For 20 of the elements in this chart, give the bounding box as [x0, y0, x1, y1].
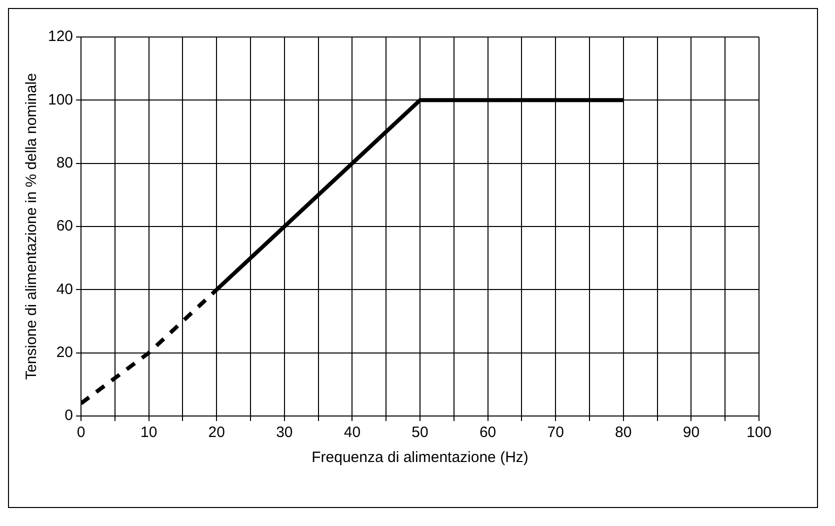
x-tick-label: 70 [547, 424, 564, 442]
x-tick-label: 80 [615, 424, 632, 442]
y-tick-label: 80 [56, 154, 74, 172]
y-tick-label: 40 [56, 280, 74, 298]
x-axis-title: Frequenza di alimentazione (Hz) [312, 449, 528, 466]
y-tick-label: 120 [48, 28, 74, 46]
y-tick-label: 20 [56, 344, 74, 361]
x-tick-label: 100 [746, 424, 772, 442]
x-tick-label: 90 [682, 424, 700, 442]
y-tick-label: 0 [64, 407, 74, 424]
x-tick-label: 50 [412, 424, 428, 442]
x-tick-label: 20 [208, 424, 225, 442]
y-tick-label: 100 [48, 91, 74, 108]
x-tick-label: 60 [479, 424, 496, 442]
x-tick-label: 0 [76, 424, 86, 442]
y-axis-title: Tensione di alimentazione in % della nominale [23, 73, 40, 380]
x-tick-label: 30 [276, 424, 293, 442]
y-tick-label: 60 [56, 218, 74, 235]
x-tick-label: 40 [344, 424, 361, 442]
x-tick-label: 10 [140, 424, 158, 442]
